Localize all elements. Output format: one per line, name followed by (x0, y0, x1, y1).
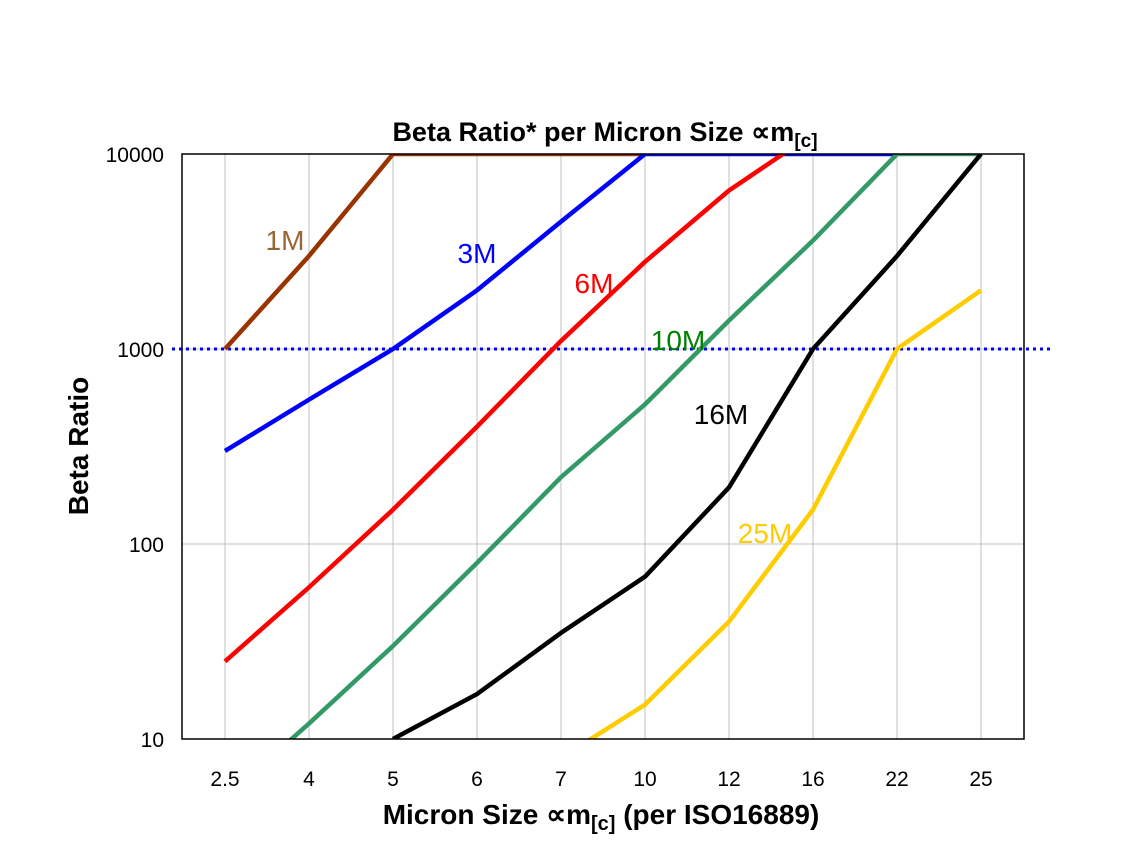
x-tick-label: 6 (471, 768, 483, 791)
gridlines (182, 153, 1024, 740)
series-label-6M: 6M (575, 268, 614, 299)
series-group (223, 154, 983, 739)
x-axis-title: Micron Size ∝m[c] (per ISO16889) (383, 799, 820, 835)
x-tick-label: 25 (969, 768, 992, 791)
x-tick-labels: 2.5 4 5 6 7 10 12 16 22 25 (210, 768, 992, 791)
x-tick-label: 12 (717, 768, 740, 791)
series-line-16M (391, 154, 983, 739)
series-label-3M: 3M (458, 238, 497, 269)
y-tick-labels: 10 100 1000 10000 (106, 144, 164, 752)
x-tick-label: 2.5 (210, 768, 239, 791)
series-line-10M (288, 154, 981, 739)
series-line-3M (223, 154, 897, 453)
x-tick-label: 5 (387, 768, 399, 791)
series-label-1M: 1M (266, 225, 305, 256)
y-tick-label: 10000 (106, 144, 164, 167)
plot-area-border (181, 153, 1025, 740)
x-tick-label: 16 (801, 768, 824, 791)
y-tick-label: 100 (129, 534, 164, 557)
y-tick-label: 1000 (117, 339, 164, 362)
x-tick-label: 10 (633, 768, 656, 791)
y-tick-label: 10 (141, 729, 164, 752)
series-labels: 1M 3M 6M 10M 16M 25M (266, 225, 793, 549)
y-axis-title: Beta Ratio (63, 377, 94, 515)
series-line-6M (223, 154, 788, 664)
series-label-16M: 16M (694, 399, 748, 430)
chart-title: Beta Ratio* per Micron Size ∝m[c] (392, 117, 817, 152)
x-tick-label: 7 (555, 768, 567, 791)
series-label-25M: 25M (738, 518, 792, 549)
x-tick-label: 4 (303, 768, 315, 791)
series-label-10M: 10M (651, 325, 705, 356)
x-tick-label: 22 (885, 768, 908, 791)
series-line-25M (586, 288, 983, 739)
series-line-1M (223, 154, 645, 351)
